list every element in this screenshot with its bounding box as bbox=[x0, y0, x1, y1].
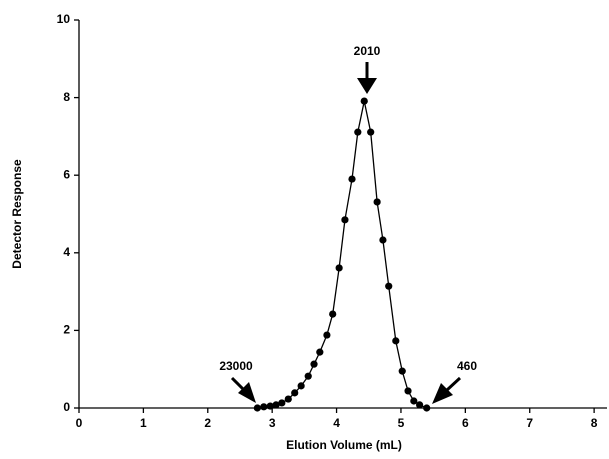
marker bbox=[416, 401, 424, 409]
x-tick-label: 4 bbox=[333, 416, 340, 430]
line bbox=[257, 100, 427, 409]
marker bbox=[272, 401, 280, 409]
marker bbox=[398, 367, 406, 375]
x-tick-label: 0 bbox=[76, 416, 83, 430]
marker bbox=[385, 282, 393, 290]
marker bbox=[266, 402, 274, 410]
x-tick-label: 7 bbox=[526, 416, 533, 430]
marker bbox=[367, 128, 375, 136]
marker bbox=[360, 97, 368, 105]
marker bbox=[310, 360, 318, 368]
marker bbox=[404, 387, 412, 395]
marker bbox=[423, 404, 431, 412]
annotation: 23000 bbox=[219, 359, 253, 373]
x-tick-label: 8 bbox=[591, 416, 598, 430]
y-tick-label: 8 bbox=[63, 90, 70, 104]
marker bbox=[323, 331, 331, 339]
arrow-head bbox=[357, 78, 377, 94]
marker bbox=[304, 372, 312, 380]
x-tick-label: 3 bbox=[269, 416, 276, 430]
marker bbox=[373, 198, 381, 206]
y-axis-label: Detector Response bbox=[10, 159, 24, 269]
arrow-shaft bbox=[445, 376, 462, 392]
y-tick-label: 6 bbox=[63, 167, 70, 181]
x-tick-label: 2 bbox=[204, 416, 211, 430]
x-axis-label: Elution Volume (mL) bbox=[286, 438, 402, 452]
marker bbox=[260, 403, 268, 411]
marker bbox=[297, 382, 305, 390]
y-tick-label: 4 bbox=[63, 245, 70, 259]
y-tick-label: 0 bbox=[63, 400, 70, 414]
annotation: 460 bbox=[457, 359, 477, 373]
marker bbox=[392, 337, 400, 345]
marker bbox=[348, 175, 356, 183]
marker bbox=[329, 310, 337, 318]
marker bbox=[335, 264, 343, 272]
marker bbox=[341, 216, 349, 224]
annotation: 2010 bbox=[354, 44, 381, 58]
marker bbox=[379, 236, 387, 244]
marker bbox=[410, 397, 418, 405]
x-tick-label: 5 bbox=[398, 416, 405, 430]
marker bbox=[284, 395, 292, 403]
x-tick-label: 6 bbox=[462, 416, 469, 430]
marker bbox=[316, 348, 324, 356]
marker bbox=[354, 128, 362, 136]
y-tick-label: 10 bbox=[57, 12, 71, 26]
x-tick-label: 1 bbox=[140, 416, 147, 430]
y-tick-label: 2 bbox=[63, 323, 70, 337]
marker bbox=[278, 399, 286, 407]
arrow-head bbox=[238, 382, 256, 403]
arrow-shaft bbox=[230, 376, 246, 392]
marker bbox=[291, 389, 299, 397]
marker bbox=[253, 404, 261, 412]
arrow-head bbox=[432, 383, 453, 404]
